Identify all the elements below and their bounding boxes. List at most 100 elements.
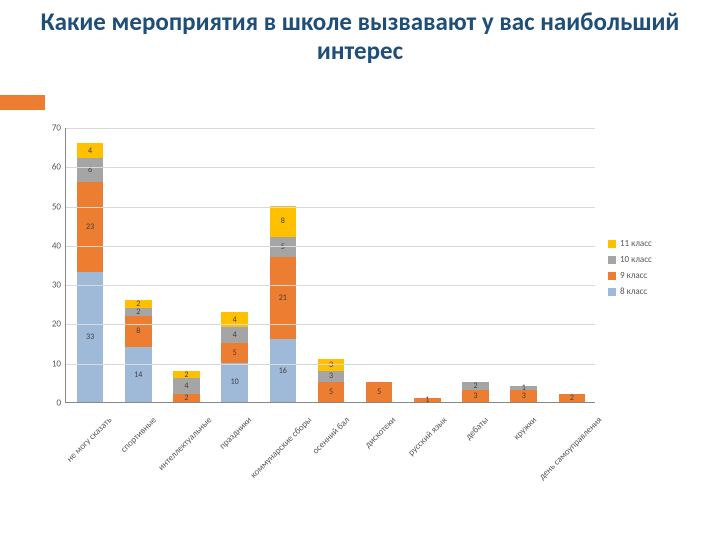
y-tick-label: 60 [43, 162, 61, 173]
bar-segment: 2 [173, 371, 200, 379]
bar-segment: 2 [125, 300, 152, 308]
legend-swatch [608, 256, 616, 264]
bar-value-label: 16 [270, 367, 297, 375]
bar-value-label: 14 [125, 371, 152, 379]
bar-group: 1 [414, 398, 441, 402]
bar-segment: 5 [318, 382, 345, 402]
bar-segment: 2 [559, 394, 586, 402]
bar-group: 162158 [270, 206, 297, 402]
bar-value-label: 5 [366, 388, 393, 396]
y-tick-label: 70 [43, 123, 61, 134]
bar-value-label: 5 [318, 388, 345, 396]
bar-segment: 8 [125, 316, 152, 347]
x-tick-label: праздники [217, 415, 254, 452]
bar-value-label: 2 [559, 394, 586, 402]
y-tick-label: 40 [43, 240, 61, 251]
grid-line [66, 324, 595, 325]
bar-group: 31 [510, 386, 537, 402]
bar-value-label: 4 [173, 382, 200, 390]
bar-segment: 4 [77, 143, 104, 159]
legend: 11 класс 10 класс 9 класс 8 класс [608, 238, 680, 302]
y-tick-label: 0 [43, 398, 61, 409]
accent-bar [0, 95, 45, 110]
bar-value-label: 2 [173, 371, 200, 379]
legend-item: 10 класс [608, 254, 680, 265]
bar-group: 2 4 2 [173, 371, 200, 402]
bar-value-label: 5 [221, 349, 248, 357]
x-tick-label: коммунарские сборы [248, 415, 314, 481]
bar-value-label: 33 [77, 333, 104, 341]
bar-segment: 1 [414, 398, 441, 402]
bar-group: 14 8 22 [125, 300, 152, 402]
bar-value-label: 3 [318, 372, 345, 380]
bar-group: 5 [366, 382, 393, 402]
x-tick-label: дебаты [463, 415, 491, 443]
bar-value-label: 8 [125, 327, 152, 335]
bar-segment: 3 [462, 390, 489, 402]
bar-value-label: 21 [270, 294, 297, 302]
bar-value-label: 1 [414, 396, 441, 404]
bar-segment: 21 [270, 257, 297, 340]
grid-line [66, 207, 595, 208]
x-tick-label: день самоуправления [536, 415, 603, 482]
bars-container: 33236414822242105441621585335132312 [66, 128, 595, 402]
y-tick-label: 10 [43, 358, 61, 369]
bar-value-label: 8 [270, 217, 297, 225]
bar-segment: 5 [366, 382, 393, 402]
plot-area: 33236414822242105441621585335132312 [65, 128, 595, 403]
bar-segment: 1 [510, 386, 537, 390]
bar-group: 2 [559, 394, 586, 402]
grid-line [66, 128, 595, 129]
bar-segment: 2 [173, 394, 200, 402]
legend-swatch [608, 240, 616, 248]
x-tick-label: русский язык [406, 415, 449, 458]
bar-value-label: 4 [221, 331, 248, 339]
legend-swatch [608, 288, 616, 296]
y-tick-label: 30 [43, 280, 61, 291]
y-tick-label: 20 [43, 319, 61, 330]
bar-segment: 2 [125, 308, 152, 316]
x-tick-label: интеллектуальные [156, 415, 214, 473]
bar-value-label: 23 [77, 223, 104, 231]
legend-label: 8 класс [620, 286, 647, 297]
grid-line [66, 246, 595, 247]
bar-segment: 2 [462, 382, 489, 390]
bar-value-label: 2 [173, 394, 200, 402]
legend-item: 9 класс [608, 270, 680, 281]
bar-value-label: 4 [77, 147, 104, 155]
bar-segment: 16 [270, 339, 297, 402]
legend-label: 11 класс [620, 238, 652, 249]
legend-item: 8 класс [608, 286, 680, 297]
legend-label: 10 класс [620, 254, 652, 265]
bar-segment: 4 [173, 378, 200, 394]
bar-segment: 5 [221, 343, 248, 363]
x-tick-label: кружки [511, 415, 539, 443]
x-labels: не могу сказатьспортивныеинтеллектуальны… [65, 408, 595, 528]
x-tick-label: осенний бал [310, 415, 352, 457]
bar-segment: 33 [77, 272, 104, 402]
legend-item: 11 класс [608, 238, 680, 249]
x-tick-label: спортивные [118, 415, 158, 455]
bar-segment: 3 [318, 371, 345, 383]
bar-value-label: 2 [125, 300, 152, 308]
bar-value-label: 2 [125, 308, 152, 316]
x-tick-label: не могу сказать [65, 415, 115, 465]
bar-value-label: 3 [462, 392, 489, 400]
bar-value-label: 10 [221, 378, 248, 386]
bar-value-label: 3 [510, 392, 537, 400]
legend-swatch [608, 272, 616, 280]
bar-segment: 4 [221, 327, 248, 343]
legend-label: 9 класс [620, 270, 647, 281]
grid-line [66, 364, 595, 365]
bar-group: 533 [318, 359, 345, 402]
chart-area: 33236414822242105441621585335132312 не м… [40, 128, 680, 528]
bar-segment: 14 [125, 347, 152, 402]
chart-title: Какие мероприятия в школе вызвавают у ва… [0, 0, 720, 66]
bar-group: 32 [462, 382, 489, 402]
bar-segment: 6 [77, 158, 104, 182]
bar-value-label: 2 [462, 382, 489, 390]
bar-value-label: 4 [221, 316, 248, 324]
grid-line [66, 285, 595, 286]
bar-segment: 8 [270, 206, 297, 237]
bar-segment: 23 [77, 182, 104, 272]
